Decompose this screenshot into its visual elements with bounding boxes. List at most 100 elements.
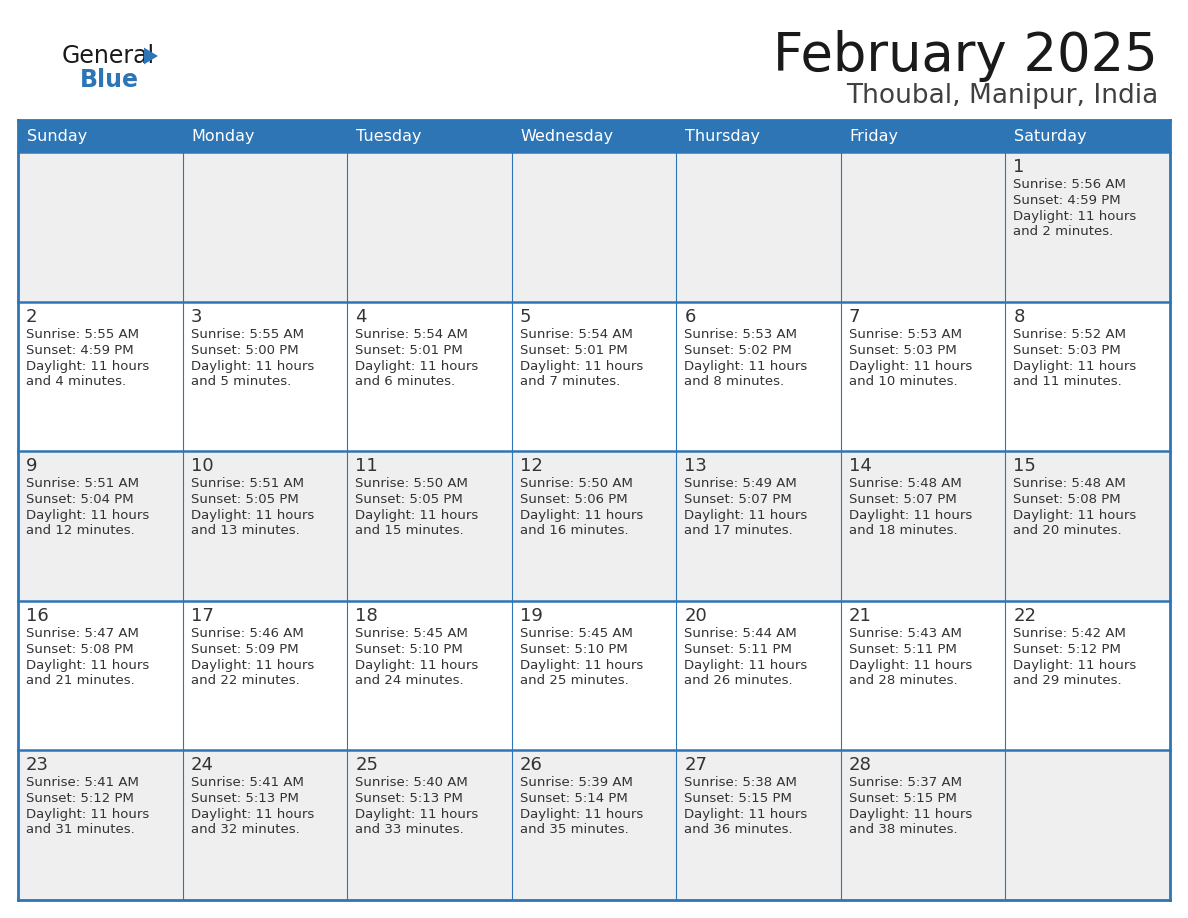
Text: Sunset: 5:10 PM: Sunset: 5:10 PM [355,643,463,655]
Text: Daylight: 11 hours: Daylight: 11 hours [1013,360,1137,373]
Text: 20: 20 [684,607,707,625]
Text: and 22 minutes.: and 22 minutes. [190,674,299,687]
Text: Daylight: 11 hours: Daylight: 11 hours [355,509,479,522]
Text: and 7 minutes.: and 7 minutes. [519,375,620,387]
Text: Sunrise: 5:42 AM: Sunrise: 5:42 AM [1013,627,1126,640]
Text: and 24 minutes.: and 24 minutes. [355,674,463,687]
Bar [18,302,1170,452]
Text: Saturday: Saturday [1015,129,1087,143]
Text: General: General [62,44,156,68]
Text: February 2025: February 2025 [773,30,1158,82]
Text: Daylight: 11 hours: Daylight: 11 hours [1013,659,1137,672]
Text: Sunset: 5:12 PM: Sunset: 5:12 PM [26,792,134,805]
Text: and 12 minutes.: and 12 minutes. [26,524,134,537]
Text: 17: 17 [190,607,214,625]
Text: Daylight: 11 hours: Daylight: 11 hours [26,659,150,672]
Text: Monday: Monday [191,129,255,143]
Text: 5: 5 [519,308,531,326]
Bar [18,120,1170,152]
Text: Sunset: 5:04 PM: Sunset: 5:04 PM [26,493,133,506]
Text: and 10 minutes.: and 10 minutes. [849,375,958,387]
Text: 11: 11 [355,457,378,476]
Text: Sunset: 5:06 PM: Sunset: 5:06 PM [519,493,627,506]
Text: Sunrise: 5:50 AM: Sunrise: 5:50 AM [519,477,632,490]
Text: 7: 7 [849,308,860,326]
Text: Sunrise: 5:44 AM: Sunrise: 5:44 AM [684,627,797,640]
Text: Sunset: 5:10 PM: Sunset: 5:10 PM [519,643,627,655]
Text: Sunrise: 5:37 AM: Sunrise: 5:37 AM [849,777,962,789]
Text: Daylight: 11 hours: Daylight: 11 hours [684,509,808,522]
Text: Sunset: 4:59 PM: Sunset: 4:59 PM [1013,194,1121,207]
Text: Sunrise: 5:41 AM: Sunrise: 5:41 AM [190,777,303,789]
Text: 2: 2 [26,308,38,326]
Text: Sunrise: 5:50 AM: Sunrise: 5:50 AM [355,477,468,490]
Text: Daylight: 11 hours: Daylight: 11 hours [26,360,150,373]
Text: Thoubal, Manipur, India: Thoubal, Manipur, India [846,83,1158,109]
Text: and 26 minutes.: and 26 minutes. [684,674,792,687]
Text: Sunset: 4:59 PM: Sunset: 4:59 PM [26,343,133,356]
Bar [18,750,1170,900]
Text: Daylight: 11 hours: Daylight: 11 hours [519,659,643,672]
Text: 10: 10 [190,457,213,476]
Text: Sunset: 5:13 PM: Sunset: 5:13 PM [355,792,463,805]
Text: Daylight: 11 hours: Daylight: 11 hours [190,659,314,672]
Text: Sunset: 5:08 PM: Sunset: 5:08 PM [1013,493,1121,506]
Text: Sunrise: 5:40 AM: Sunrise: 5:40 AM [355,777,468,789]
Text: 27: 27 [684,756,707,775]
Text: Sunset: 5:07 PM: Sunset: 5:07 PM [849,493,956,506]
Text: 21: 21 [849,607,872,625]
Text: Daylight: 11 hours: Daylight: 11 hours [355,809,479,822]
Text: Daylight: 11 hours: Daylight: 11 hours [684,809,808,822]
Text: Daylight: 11 hours: Daylight: 11 hours [849,360,972,373]
Text: and 17 minutes.: and 17 minutes. [684,524,794,537]
Text: 25: 25 [355,756,378,775]
Text: Daylight: 11 hours: Daylight: 11 hours [355,360,479,373]
Text: 8: 8 [1013,308,1025,326]
Text: Sunrise: 5:51 AM: Sunrise: 5:51 AM [190,477,304,490]
Text: 13: 13 [684,457,707,476]
Text: Sunrise: 5:43 AM: Sunrise: 5:43 AM [849,627,962,640]
Text: Wednesday: Wednesday [520,129,614,143]
Text: 9: 9 [26,457,38,476]
Text: Daylight: 11 hours: Daylight: 11 hours [519,809,643,822]
Text: Sunrise: 5:54 AM: Sunrise: 5:54 AM [519,328,632,341]
Text: Sunset: 5:14 PM: Sunset: 5:14 PM [519,792,627,805]
Text: Daylight: 11 hours: Daylight: 11 hours [1013,210,1137,223]
Text: Sunrise: 5:51 AM: Sunrise: 5:51 AM [26,477,139,490]
Text: and 25 minutes.: and 25 minutes. [519,674,628,687]
Text: Sunset: 5:15 PM: Sunset: 5:15 PM [849,792,956,805]
Text: Sunset: 5:13 PM: Sunset: 5:13 PM [190,792,298,805]
Text: and 11 minutes.: and 11 minutes. [1013,375,1123,387]
Text: and 29 minutes.: and 29 minutes. [1013,674,1121,687]
Text: Sunset: 5:15 PM: Sunset: 5:15 PM [684,792,792,805]
Text: Daylight: 11 hours: Daylight: 11 hours [519,360,643,373]
Bar [18,452,1170,600]
Text: Sunrise: 5:41 AM: Sunrise: 5:41 AM [26,777,139,789]
Text: and 38 minutes.: and 38 minutes. [849,823,958,836]
Text: Daylight: 11 hours: Daylight: 11 hours [849,809,972,822]
Text: Daylight: 11 hours: Daylight: 11 hours [849,659,972,672]
Text: 6: 6 [684,308,696,326]
Text: and 6 minutes.: and 6 minutes. [355,375,455,387]
Text: and 5 minutes.: and 5 minutes. [190,375,291,387]
Text: 12: 12 [519,457,543,476]
Text: 18: 18 [355,607,378,625]
Text: Sunset: 5:07 PM: Sunset: 5:07 PM [684,493,792,506]
Text: Daylight: 11 hours: Daylight: 11 hours [190,509,314,522]
Text: 26: 26 [519,756,543,775]
Text: and 35 minutes.: and 35 minutes. [519,823,628,836]
Text: Daylight: 11 hours: Daylight: 11 hours [190,809,314,822]
Text: Friday: Friday [849,129,899,143]
Polygon shape [144,48,158,64]
Text: Sunrise: 5:53 AM: Sunrise: 5:53 AM [849,328,962,341]
Text: and 8 minutes.: and 8 minutes. [684,375,784,387]
Text: Sunset: 5:05 PM: Sunset: 5:05 PM [190,493,298,506]
Text: Daylight: 11 hours: Daylight: 11 hours [1013,509,1137,522]
Text: Sunset: 5:12 PM: Sunset: 5:12 PM [1013,643,1121,655]
Text: and 4 minutes.: and 4 minutes. [26,375,126,387]
Text: Sunrise: 5:45 AM: Sunrise: 5:45 AM [355,627,468,640]
Text: Daylight: 11 hours: Daylight: 11 hours [519,509,643,522]
Text: and 15 minutes.: and 15 minutes. [355,524,463,537]
Text: Sunset: 5:02 PM: Sunset: 5:02 PM [684,343,792,356]
Text: Sunday: Sunday [27,129,87,143]
